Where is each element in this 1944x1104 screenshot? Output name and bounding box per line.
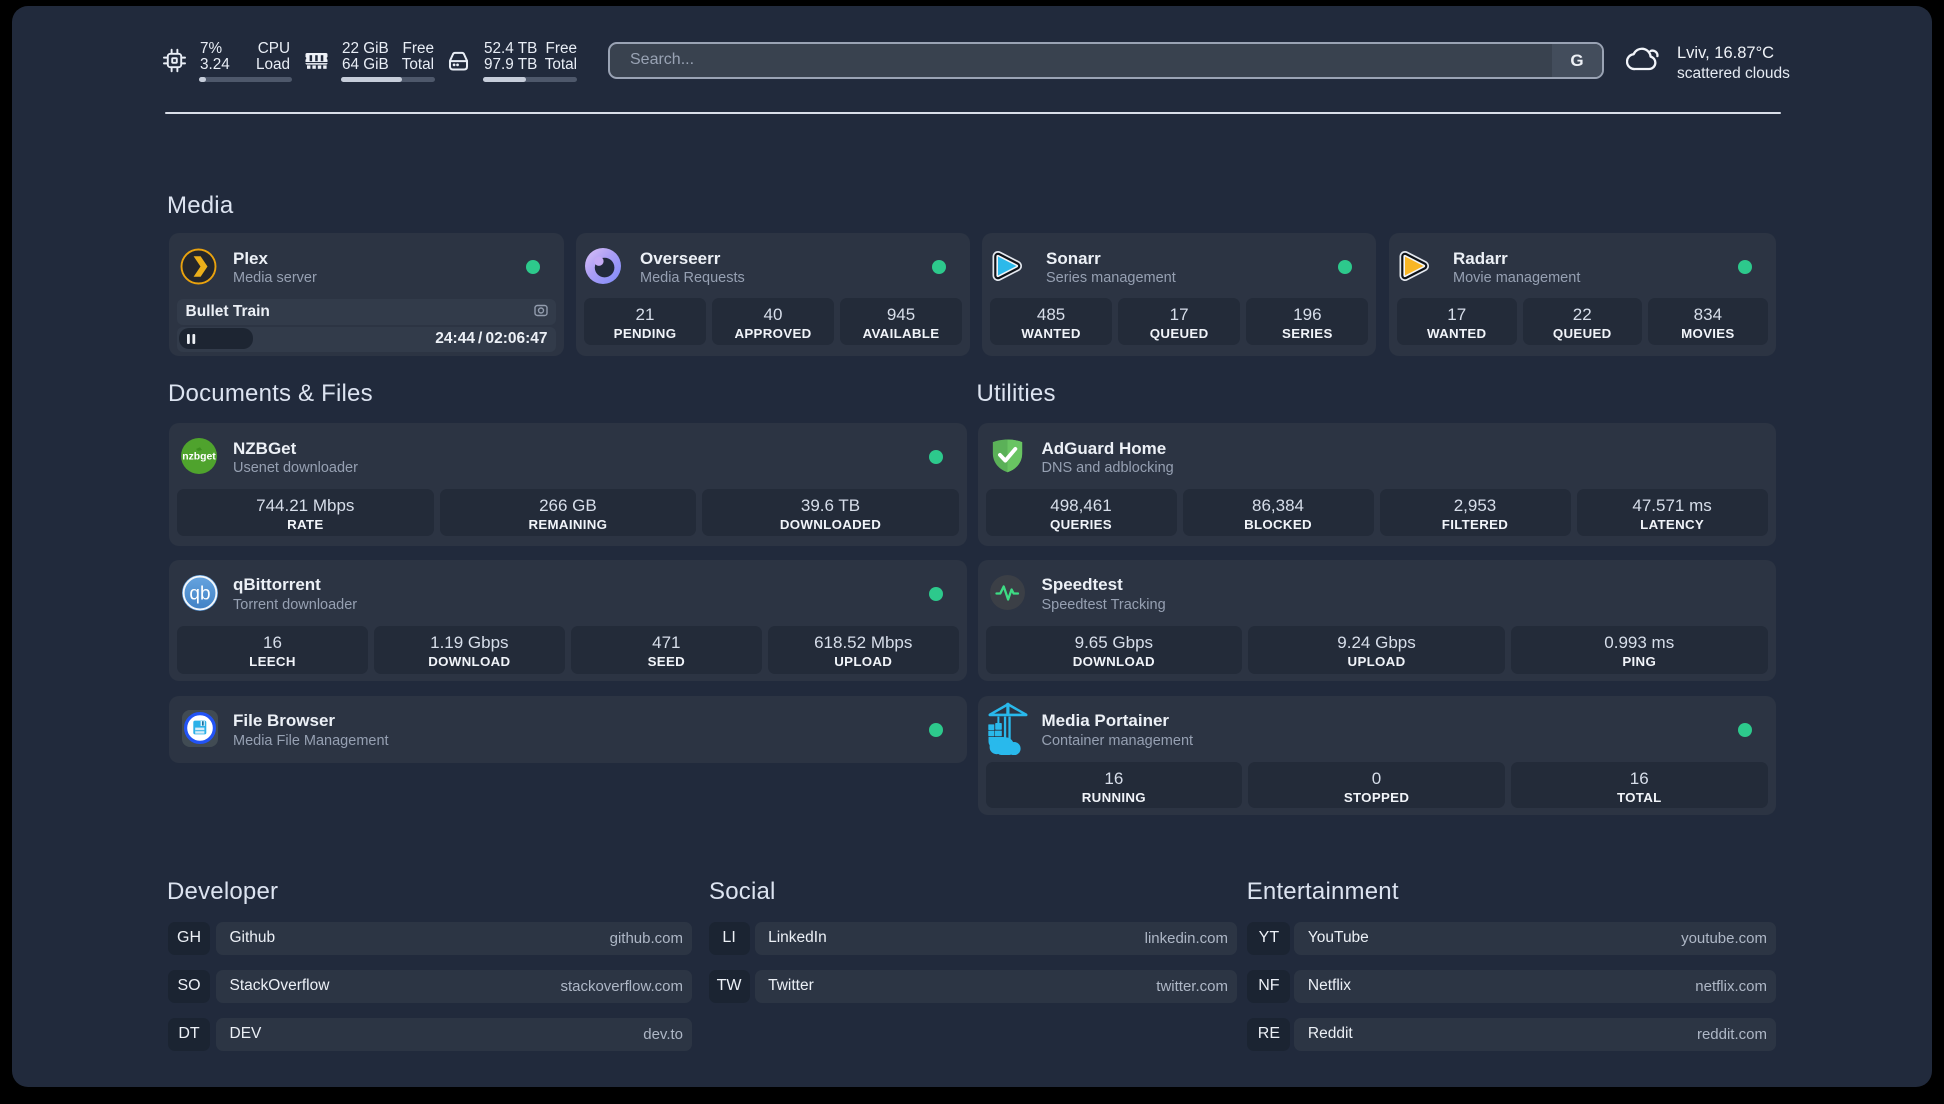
- svg-text:qb: qb: [189, 584, 210, 605]
- svg-text:nzbget: nzbget: [182, 451, 216, 462]
